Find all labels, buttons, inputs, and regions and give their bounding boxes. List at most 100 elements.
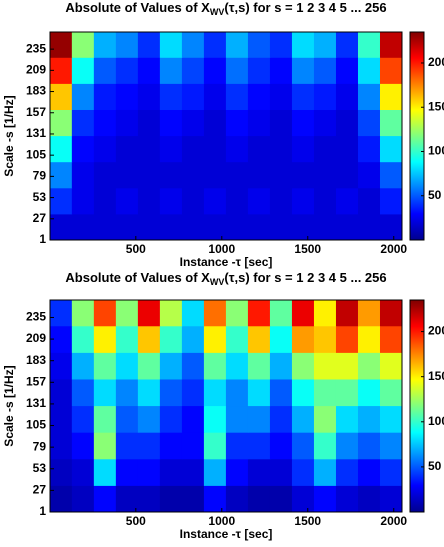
heat-cell: [181, 405, 205, 433]
heat-cell: [93, 213, 117, 241]
heat-cell: [357, 135, 381, 163]
heat-cell: [115, 405, 139, 433]
heat-cell: [291, 32, 315, 58]
x-tick-label: 1500: [294, 242, 321, 256]
heat-cell: [115, 161, 139, 189]
x-tick-label: 1000: [208, 242, 235, 256]
heat-cell: [203, 57, 227, 84]
heat-cell: [247, 378, 271, 407]
heat-cell: [137, 83, 161, 110]
heat-cell: [181, 161, 205, 189]
heat-cell: [247, 458, 271, 486]
heat-cell: [203, 405, 227, 433]
heat-cell: [93, 458, 117, 486]
y-tick-label: 79: [33, 169, 47, 183]
heat-cell: [335, 213, 359, 241]
heat-cell: [50, 57, 73, 84]
heat-cell: [357, 405, 381, 433]
heat-cell: [71, 378, 95, 407]
heat-cell: [269, 352, 293, 380]
heat-cell: [335, 187, 359, 215]
heat-cell: [357, 109, 381, 137]
heat-cell: [181, 432, 205, 460]
heat-cell: [247, 300, 271, 327]
heat-cell: [137, 161, 161, 189]
heat-cell: [203, 432, 227, 460]
heat-cell: [379, 325, 403, 353]
heat-cell: [335, 109, 359, 137]
heat-cell: [115, 83, 139, 110]
heat-cell: [379, 213, 403, 241]
heat-cell: [203, 109, 227, 137]
heat-cell: [93, 405, 117, 433]
heat-cell: [379, 405, 403, 433]
heat-cell: [269, 109, 293, 137]
heat-cell: [50, 32, 73, 58]
heat-cell: [225, 432, 249, 460]
heat-cell: [71, 485, 95, 513]
heat-cell: [181, 135, 205, 163]
y-tick-label: 53: [33, 190, 47, 204]
heat-cell: [203, 161, 227, 189]
heat-cell: [247, 187, 271, 215]
heat-cell: [225, 352, 249, 380]
heat-cell: [313, 32, 337, 58]
heat-cell: [269, 378, 293, 407]
title-suffix: (τ,s) for s = 1 2 3 4 5 ... 256: [224, 270, 386, 285]
colorbar-tick-label: 100: [428, 144, 444, 158]
heat-cell: [137, 300, 161, 327]
x-axis-label: Instance -τ [sec]: [180, 527, 273, 541]
heat-cell: [269, 187, 293, 215]
heat-cell: [247, 135, 271, 163]
heat-cell: [159, 485, 183, 513]
heat-cell: [93, 352, 117, 380]
heat-cell: [71, 32, 95, 58]
heat-cell: [93, 325, 117, 353]
colorbar-tick-label: 150: [428, 369, 444, 383]
heat-cell: [115, 485, 139, 513]
heat-cell: [357, 213, 381, 241]
heat-cell: [115, 352, 139, 380]
heat-cell: [181, 57, 205, 84]
heat-cell: [50, 213, 73, 241]
y-tick-label: 27: [33, 211, 47, 225]
heat-cell: [291, 187, 315, 215]
heat-cell: [313, 432, 337, 460]
heat-cell: [203, 300, 227, 327]
heat-cell: [181, 187, 205, 215]
heat-cell: [50, 432, 73, 460]
heat-cell: [291, 109, 315, 137]
heat-cell: [247, 325, 271, 353]
heat-cell: [115, 458, 139, 486]
heat-cell: [379, 485, 403, 513]
heat-cell: [335, 161, 359, 189]
heat-cell: [93, 432, 117, 460]
heat-cell: [291, 57, 315, 84]
heat-cell: [357, 485, 381, 513]
heat-cell: [93, 187, 117, 215]
heat-cell: [50, 378, 73, 407]
heat-cell: [137, 458, 161, 486]
heat-cell: [115, 109, 139, 137]
title-subscript: WV: [210, 277, 225, 287]
heat-cell: [50, 83, 73, 110]
heat-cell: [50, 485, 73, 513]
heat-cell: [291, 300, 315, 327]
y-tick-label: 235: [26, 310, 46, 324]
heat-cell: [159, 135, 183, 163]
heat-cell: [137, 213, 161, 241]
heat-cell: [225, 83, 249, 110]
heat-cell: [159, 213, 183, 241]
heat-cell: [225, 485, 249, 513]
heat-cell: [291, 458, 315, 486]
heat-cell: [50, 352, 73, 380]
y-tick-label: 157: [26, 374, 46, 388]
heat-cell: [137, 405, 161, 433]
heat-cell: [225, 458, 249, 486]
y-axis-label: Scale -s [1/Hz]: [2, 95, 16, 176]
colorbar: [409, 299, 425, 513]
heat-cell: [357, 83, 381, 110]
heat-cell: [93, 57, 117, 84]
heat-cell: [335, 57, 359, 84]
heat-cell: [71, 135, 95, 163]
